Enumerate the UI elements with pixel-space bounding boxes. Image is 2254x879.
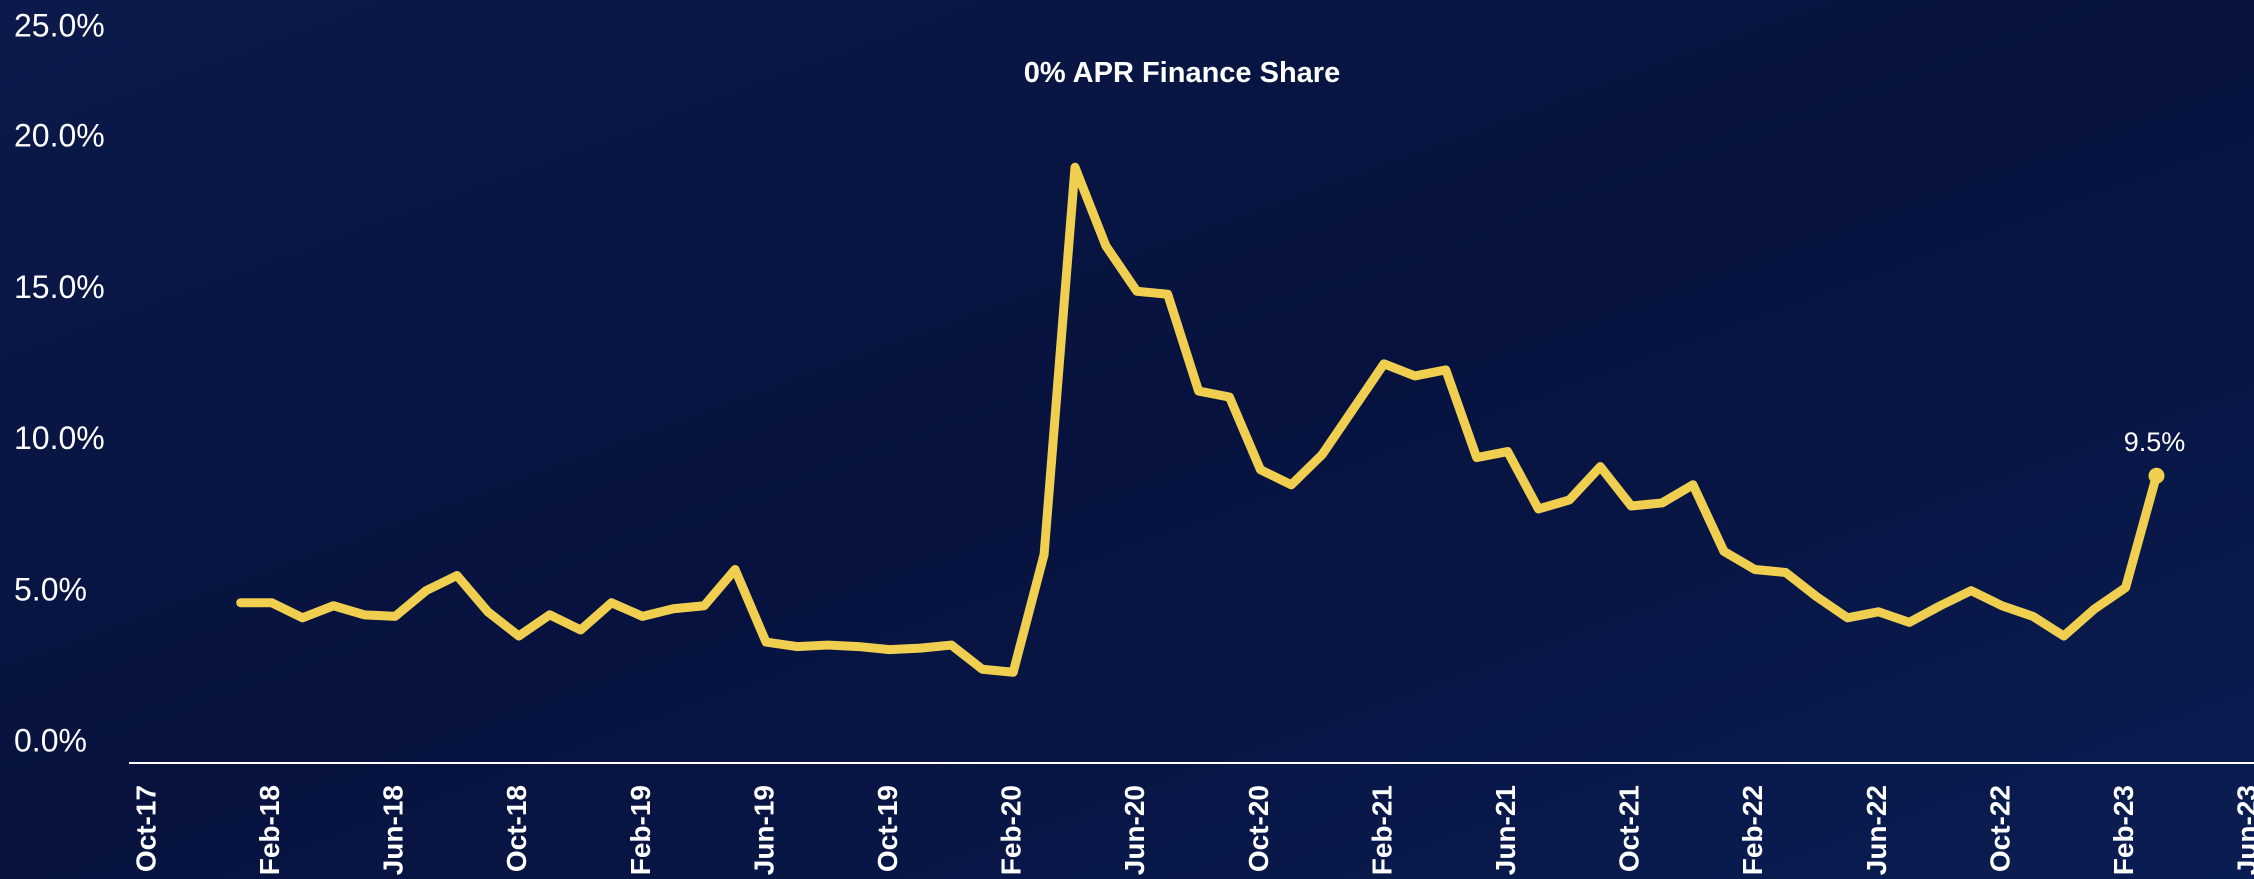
y-tick-label: 20.0% (14, 118, 105, 154)
x-tick-label: Jun-22 (1861, 785, 1892, 875)
x-tick-label: Jun-21 (1490, 785, 1521, 875)
x-tick-label: Oct-19 (872, 785, 903, 872)
end-marker (2148, 467, 2165, 484)
x-tick-label: Jun-19 (748, 785, 779, 875)
chart-title: 0% APR Finance Share (1024, 57, 1340, 89)
y-tick-label: 5.0% (14, 571, 87, 607)
x-tick-label: Feb-20 (996, 785, 1027, 875)
data-label: 9.5% (2124, 427, 2186, 457)
x-tick-label: Feb-18 (254, 785, 285, 875)
x-tick-label: Jun-23 (2232, 785, 2254, 875)
x-tick-label: Oct-21 (1614, 785, 1645, 872)
y-tick-label: 10.0% (14, 420, 105, 456)
y-tick-label: 15.0% (14, 269, 105, 305)
x-tick-label: Feb-23 (2108, 785, 2139, 875)
y-tick-label: 25.0% (14, 7, 105, 43)
x-tick-label: Feb-19 (625, 785, 656, 875)
x-tick-label: Jun-20 (1119, 785, 1150, 875)
data-line (236, 162, 2161, 677)
x-tick-label: Oct-18 (501, 785, 532, 872)
x-tick-label: Jun-18 (378, 785, 409, 875)
y-tick-label: 0.0% (14, 722, 87, 758)
x-tick-label: Feb-21 (1366, 785, 1397, 875)
x-tick-label: Oct-17 (130, 785, 161, 872)
x-tick-label: Feb-22 (1737, 785, 1768, 875)
x-tick-label: Oct-22 (1984, 785, 2015, 872)
x-tick-label: Oct-20 (1243, 785, 1274, 872)
